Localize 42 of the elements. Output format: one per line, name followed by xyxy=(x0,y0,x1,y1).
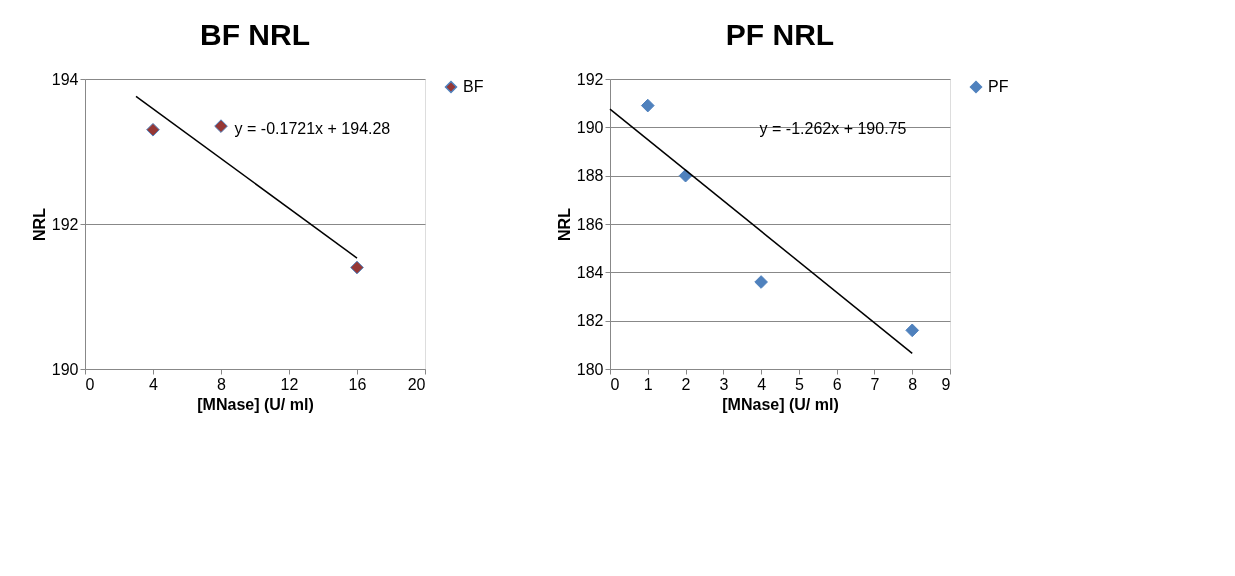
x-tick-label: 4 xyxy=(757,375,767,393)
x-tick-label: 2 xyxy=(681,375,691,393)
legend-label: PF xyxy=(988,78,1009,95)
x-tick-label: 0 xyxy=(610,375,620,393)
annotation: y = -0.1721x + 194.28 xyxy=(234,120,391,137)
x-axis-title: [MNase] (U/ ml) xyxy=(197,395,314,413)
point xyxy=(640,98,655,113)
y-tick-label: 186 xyxy=(576,215,604,233)
x-tick-label: 9 xyxy=(941,375,951,393)
chart-title: PF NRL xyxy=(725,18,835,51)
y-tick-label: 188 xyxy=(576,167,604,185)
x-tick-label: 8 xyxy=(217,375,227,393)
x-tick-label: 3 xyxy=(719,375,729,393)
x-tick-label: 6 xyxy=(832,375,842,393)
point xyxy=(905,323,920,338)
x-tick-label: 16 xyxy=(348,375,367,393)
point xyxy=(350,260,364,275)
y-tick-label: 192 xyxy=(576,70,604,88)
x-tick-label: 1 xyxy=(643,375,653,393)
x-tick-label: 4 xyxy=(149,375,159,393)
x-tick-label: 7 xyxy=(870,375,880,393)
y-tick-label: 182 xyxy=(576,312,604,330)
annotation: y = -1.262x + 190.75 xyxy=(759,120,907,137)
legend-label: BF xyxy=(463,78,484,95)
x-tick-label: 0 xyxy=(85,375,95,393)
x-tick-label: 5 xyxy=(794,375,804,393)
y-tick-label: 190 xyxy=(576,118,604,136)
y-tick-label: 194 xyxy=(51,70,79,88)
y-tick-label: 184 xyxy=(576,263,604,281)
point xyxy=(214,119,228,133)
y-tick-label: 190 xyxy=(51,360,79,378)
y-axis-title: NRL xyxy=(30,207,48,241)
x-tick-label: 8 xyxy=(908,375,918,393)
y-axis-title: NRL xyxy=(555,207,573,241)
chart-title: BF NRL xyxy=(200,18,310,51)
x-axis-title: [MNase] (U/ ml) xyxy=(722,395,839,413)
y-tick-label: 180 xyxy=(576,360,604,378)
y-tick-label: 192 xyxy=(51,215,79,233)
point xyxy=(146,122,160,137)
x-tick-label: 20 xyxy=(407,375,426,393)
point xyxy=(754,275,768,289)
x-tick-label: 12 xyxy=(280,375,299,393)
